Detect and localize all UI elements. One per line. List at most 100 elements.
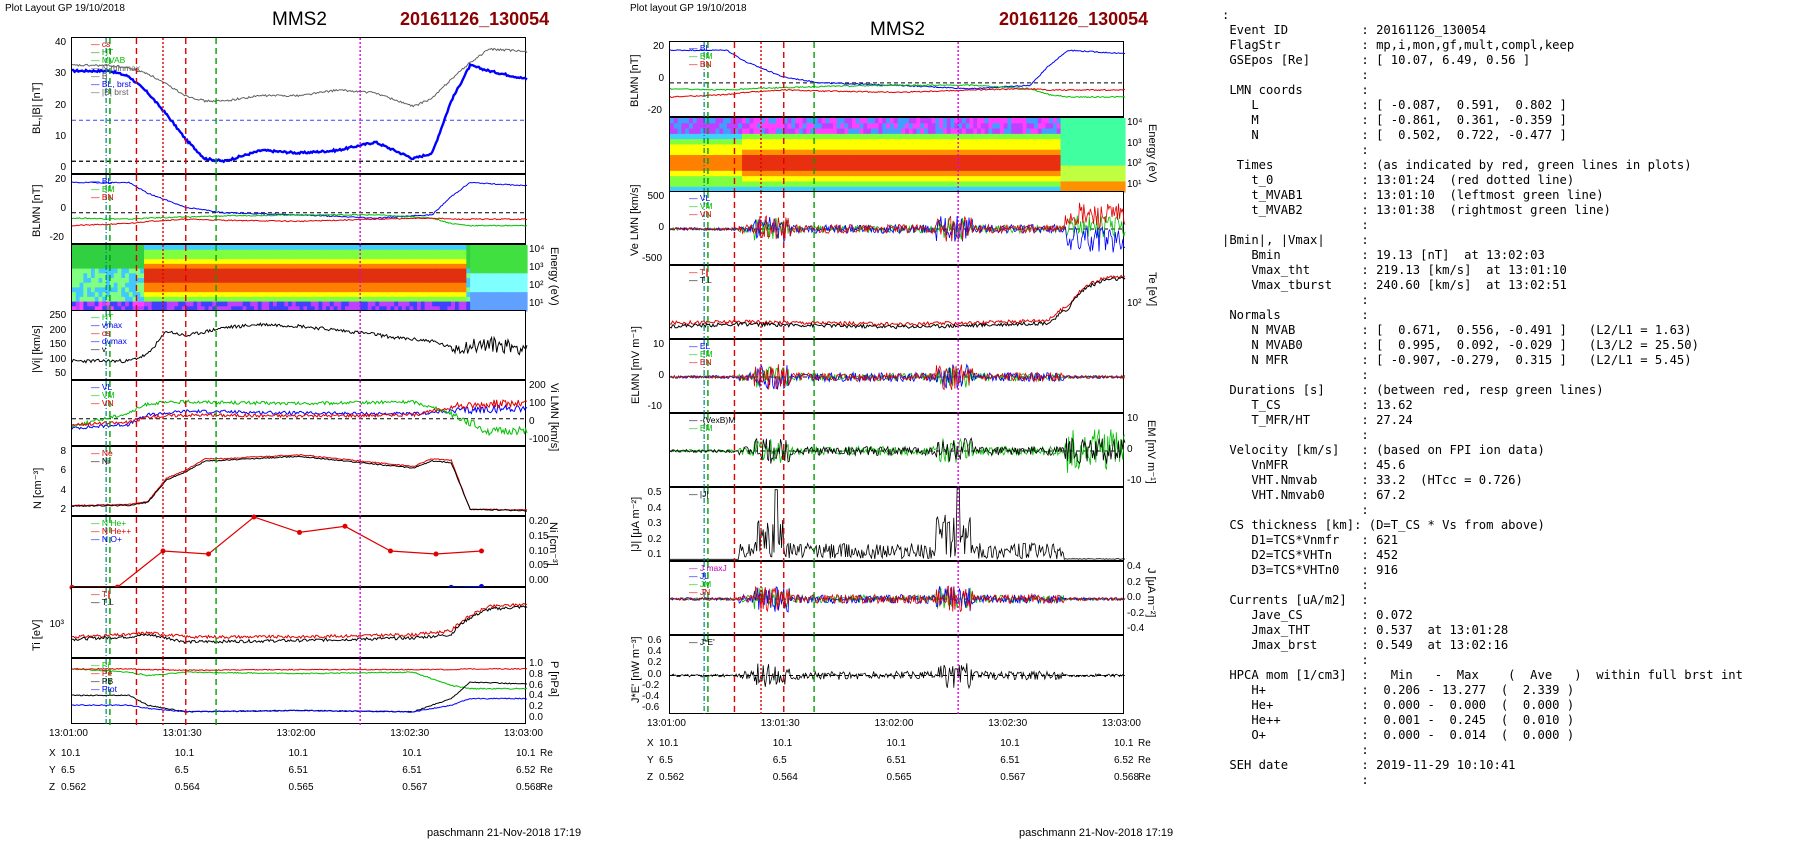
legend-entry: — Pe [91, 668, 113, 678]
data-point [206, 551, 211, 557]
y-tick-label: 100 [529, 398, 546, 409]
plot-panel [71, 587, 528, 659]
legend-entry: — VM [91, 390, 115, 400]
legend-entry: — Ne [91, 448, 113, 458]
panel-canvas [670, 118, 1126, 193]
y-tick-label: 0.4 [1127, 561, 1141, 572]
panel-canvas [71, 659, 528, 725]
y-tick-label: 10² [529, 280, 544, 291]
panel-canvas [669, 340, 1126, 414]
x-tick-label: 13:01:00 [49, 728, 88, 739]
panel-canvas [669, 192, 1126, 266]
panel-canvas [71, 175, 528, 245]
coord-value: 10.1 [61, 748, 81, 759]
y-tick-label: -0.4 [642, 690, 660, 702]
y-tick-label: 0.0 [1127, 592, 1141, 603]
coord-value: 6.51 [288, 765, 308, 776]
y-tick-label: 10³ [529, 262, 544, 273]
y-tick-label: 0.3 [647, 518, 662, 529]
panel-canvas [669, 636, 1126, 715]
legend-entry: — EM [689, 423, 713, 433]
legend-entry: — cs [91, 328, 111, 338]
legend-entry: — EM [689, 349, 713, 359]
coord-value: 10.1 [1000, 738, 1020, 749]
y-tick-label: 0.8 [529, 668, 543, 680]
plot-panel [669, 41, 1126, 118]
plot-panel [669, 339, 1126, 414]
y-tick-label: -20 [647, 105, 662, 116]
y-tick-label: 10⁴ [529, 244, 545, 255]
y-axis-label: Energy (eV) [1146, 124, 1158, 183]
series-line [71, 453, 528, 511]
coord-value: 10.1 [886, 738, 906, 749]
coord-value: 10.1 [1114, 738, 1134, 749]
y-tick-label: 10¹ [529, 298, 544, 309]
y-tick-label: 40 [55, 37, 67, 48]
plot-panel [669, 561, 1126, 636]
y-tick-label: -20 [49, 232, 64, 243]
legend-entry: — HT [91, 47, 114, 57]
legend-entry: — cs [91, 39, 111, 49]
y-tick-label: 10¹ [1127, 179, 1142, 190]
series-line [71, 47, 528, 108]
legend-entry: — J*E' [689, 637, 715, 647]
coord-value: 10.1 [516, 748, 536, 759]
series-line [71, 322, 528, 364]
y-tick-label: -0.6 [642, 702, 660, 713]
y-tick-label: 10 [55, 130, 67, 142]
legend-entry: — T⊥ [91, 597, 115, 607]
legend-entry: — -(VexB)M [689, 415, 736, 425]
y-tick-label: 0.2 [529, 701, 543, 713]
y-tick-label: 10 [1127, 413, 1139, 424]
y-tick-label: 2 [60, 504, 67, 515]
series-line [669, 364, 1126, 391]
y-tick-label: 4 [60, 484, 67, 496]
y-tick-label: 0 [658, 370, 665, 381]
panel-canvas [69, 514, 484, 590]
y-axis-label: BL,|B| [nT] [31, 81, 43, 134]
x-tick-label: 13:02:00 [874, 718, 914, 729]
plot-panel [669, 265, 1126, 340]
legend-entry: — B [91, 71, 108, 81]
y-tick-label: 0 [60, 162, 67, 173]
coord-value: 6.5 [659, 755, 673, 766]
y-tick-label: 10³ [49, 618, 64, 630]
y-tick-label: 50 [55, 368, 67, 379]
legend-entry: — BM [91, 184, 115, 194]
y-tick-label: 0.15 [529, 530, 549, 542]
panel-canvas [71, 381, 528, 447]
series-line [71, 399, 528, 437]
y-tick-label: 20 [55, 174, 67, 185]
y-tick-label: -0.2 [642, 679, 660, 691]
series-line [71, 399, 528, 427]
right-plot-sheet: Plot layout GP 19/10/2018 MMS2 20161126_… [627, 0, 1227, 841]
y-tick-label: 0.4 [529, 690, 543, 702]
coord-label: X [49, 748, 56, 759]
legend-entry: — BN [689, 59, 712, 69]
y-tick-label: 0 [60, 203, 67, 214]
y-tick-label: 0.20 [529, 516, 549, 527]
panel-canvas [72, 245, 528, 312]
y-tick-label: -500 [642, 253, 663, 264]
legend-entry: — BN [91, 192, 114, 202]
series-line [670, 274, 1126, 327]
y-axis-label: ELMN [mV m⁻¹] [630, 326, 642, 404]
series-line [669, 216, 1126, 253]
series-line [71, 602, 528, 640]
y-tick-label: 0 [529, 416, 535, 427]
coord-label: Z [49, 782, 56, 793]
coord-value: 6.5 [772, 755, 787, 766]
y-tick-label: 500 [647, 191, 665, 202]
coord-value: 0.564 [174, 782, 200, 793]
legend-entry: — JM [689, 579, 712, 589]
legend-entry: — v [91, 344, 107, 354]
plot-panel [71, 174, 528, 245]
series-line [670, 487, 1126, 561]
y-tick-label: 0.2 [647, 657, 662, 669]
coord-value: 0.565 [886, 772, 912, 783]
y-tick-label: 0.1 [647, 549, 662, 560]
coord-value: 10.1 [174, 748, 195, 759]
y-tick-label: -0.4 [1127, 623, 1145, 634]
coord-value: 10.1 [402, 748, 422, 759]
legend-entry: — EL [689, 341, 711, 351]
